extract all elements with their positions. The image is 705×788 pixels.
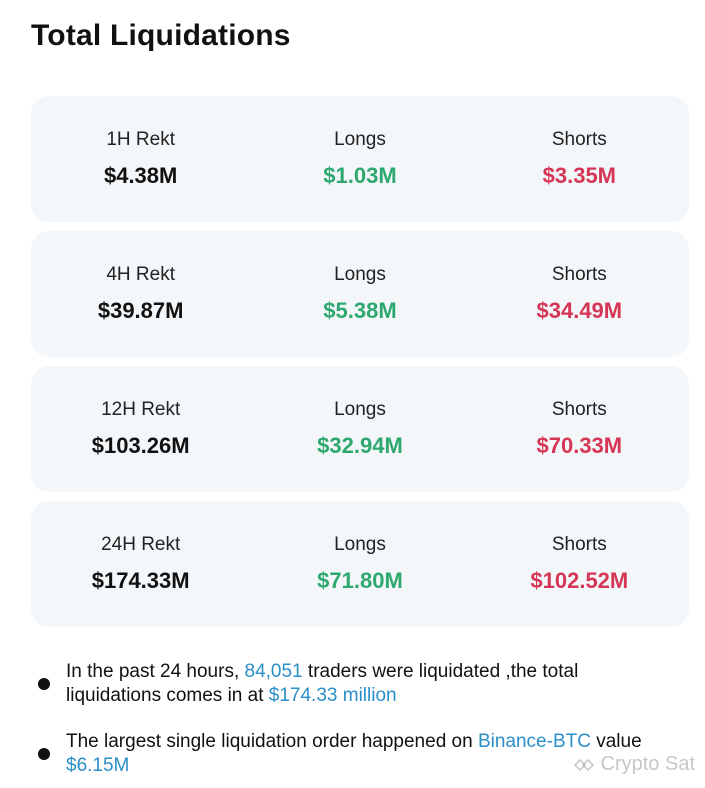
period-total-value: $174.33M [91, 568, 190, 593]
shorts-value: $70.33M [536, 433, 623, 458]
bullet-text-part: The largest single liquidation order hap… [66, 731, 478, 752]
period-label: 12H Rekt [101, 399, 181, 420]
bullet-text-part: In the past 24 hours, [66, 661, 245, 682]
shorts-column: Shorts $34.49M [470, 231, 689, 357]
longs-column: Longs $32.94M [250, 366, 469, 492]
longs-value: $71.80M [317, 568, 403, 593]
longs-column: Longs $1.03M [250, 96, 469, 222]
period-total-value: $39.87M [97, 298, 184, 323]
total-liquidation-amount: $174.33 million [268, 685, 397, 706]
shorts-label: Shorts [551, 264, 607, 285]
period-label: 1H Rekt [106, 129, 175, 150]
longs-label: Longs [334, 264, 386, 285]
bullet-text: In the past 24 hours, 84,051 traders wer… [66, 660, 678, 708]
longs-value: $5.38M [323, 298, 397, 323]
shorts-label: Shorts [551, 129, 607, 150]
liquidation-card-1h: 1H Rekt $4.38M Longs $1.03M Shorts $3.35… [31, 96, 689, 222]
shorts-value: $3.35M [542, 163, 617, 188]
longs-label: Longs [334, 534, 386, 555]
period-column: 4H Rekt $39.87M [31, 231, 250, 357]
summary-bullet-24h: In the past 24 hours, 84,051 traders wer… [38, 660, 678, 708]
period-column: 12H Rekt $103.26M [31, 366, 250, 492]
summary-bullets: In the past 24 hours, 84,051 traders wer… [38, 660, 678, 788]
bullet-text-part: value [590, 731, 642, 752]
largest-order-value: $6.15M [66, 755, 130, 776]
longs-label: Longs [334, 129, 386, 150]
watermark: Crypto Sat [573, 753, 695, 776]
longs-column: Longs $71.80M [250, 501, 469, 627]
shorts-label: Shorts [551, 534, 607, 555]
period-column: 24H Rekt $174.33M [31, 501, 250, 627]
shorts-label: Shorts [551, 399, 607, 420]
shorts-column: Shorts $102.52M [470, 501, 689, 627]
liquidation-card-24h: 24H Rekt $174.33M Longs $71.80M Shorts $… [31, 501, 689, 627]
period-total-value: $103.26M [91, 433, 190, 458]
watermark-logo-icon [573, 758, 594, 771]
longs-column: Longs $5.38M [250, 231, 469, 357]
liquidation-card-12h: 12H Rekt $103.26M Longs $32.94M Shorts $… [31, 366, 689, 492]
bullet-text-part: traders were liquidated ,the total liqui… [66, 661, 579, 706]
exchange-pair: Binance-BTC [477, 731, 591, 752]
bullet-text: The largest single liquidation order hap… [66, 730, 678, 778]
period-label: 4H Rekt [106, 264, 175, 285]
liquidation-cards: 1H Rekt $4.38M Longs $1.03M Shorts $3.35… [31, 96, 689, 636]
shorts-value: $34.49M [536, 298, 623, 323]
watermark-text: Crypto Sat [600, 753, 695, 775]
page-title: Total Liquidations [31, 19, 291, 52]
longs-value: $32.94M [317, 433, 403, 458]
shorts-value: $102.52M [530, 568, 629, 593]
summary-bullet-largest: The largest single liquidation order hap… [38, 730, 678, 778]
shorts-column: Shorts $3.35M [470, 96, 689, 222]
period-label: 24H Rekt [101, 534, 181, 555]
period-column: 1H Rekt $4.38M [31, 96, 250, 222]
period-total-value: $4.38M [103, 163, 178, 188]
longs-value: $1.03M [323, 163, 397, 188]
liquidation-card-4h: 4H Rekt $39.87M Longs $5.38M Shorts $34.… [31, 231, 689, 357]
bullet-dot-icon [38, 678, 50, 690]
traders-count: 84,051 [244, 661, 303, 682]
bullet-dot-icon [38, 748, 50, 760]
shorts-column: Shorts $70.33M [470, 366, 689, 492]
longs-label: Longs [334, 399, 386, 420]
